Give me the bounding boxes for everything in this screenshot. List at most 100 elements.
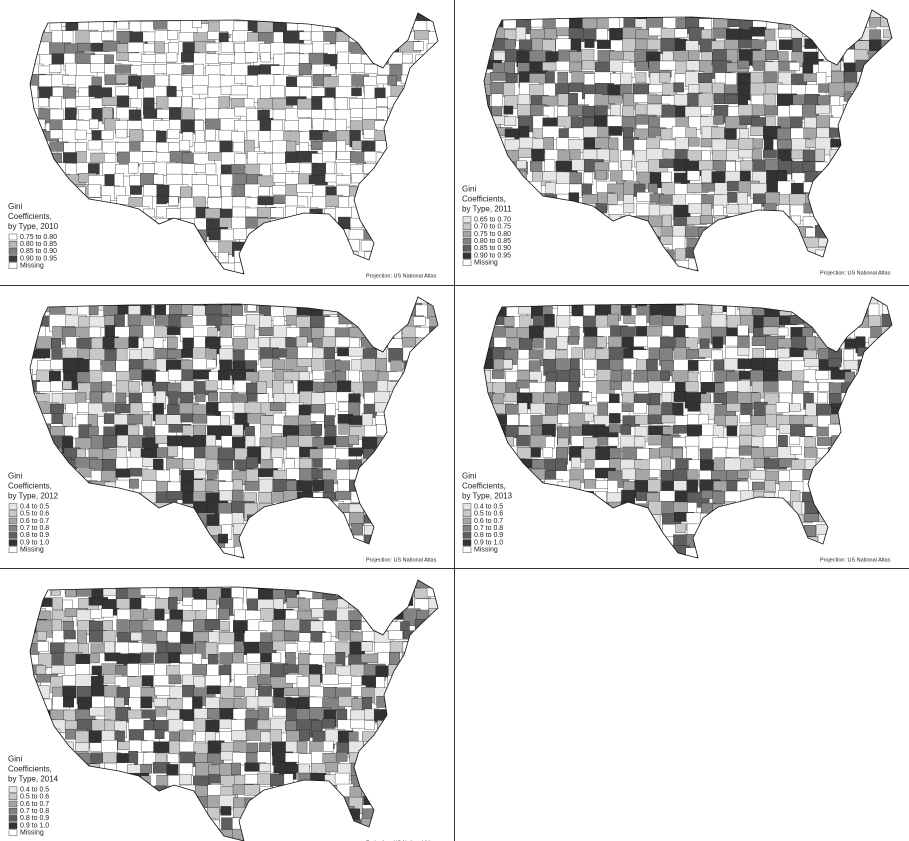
county — [298, 109, 313, 117]
county — [179, 763, 193, 776]
county — [51, 381, 63, 392]
legend-label: 0.80 to 0.85 — [474, 238, 511, 245]
county — [363, 349, 377, 360]
county — [76, 654, 90, 664]
county — [376, 677, 385, 688]
county — [258, 686, 271, 697]
legend-label: 0.5 to 0.6 — [20, 794, 49, 801]
county — [543, 83, 555, 96]
legend-title: Gini — [8, 472, 22, 481]
legend-label: 0.90 to 0.95 — [20, 255, 57, 262]
county — [63, 381, 72, 390]
county — [131, 98, 142, 108]
county — [193, 86, 208, 94]
legend-title: Gini — [462, 185, 476, 194]
county — [673, 403, 684, 416]
legend-swatch — [9, 234, 17, 240]
legend-label: 0.6 to 0.7 — [474, 518, 503, 525]
county — [365, 720, 375, 729]
county — [724, 381, 738, 392]
legend-swatch — [9, 256, 17, 262]
county — [701, 107, 712, 115]
legend-label: 0.8 to 0.9 — [474, 532, 503, 539]
county — [818, 96, 830, 105]
county — [676, 524, 686, 533]
county — [206, 720, 220, 732]
legend-title: by Type, 2012 — [8, 492, 59, 501]
legend-label: Missing — [20, 830, 44, 837]
county — [128, 86, 137, 98]
county — [116, 130, 127, 138]
county — [88, 163, 99, 174]
county — [272, 653, 281, 663]
county — [621, 370, 631, 383]
county — [101, 609, 113, 617]
county — [101, 32, 113, 41]
legend-label: 0.5 to 0.6 — [20, 511, 49, 518]
county — [245, 53, 257, 63]
legend-title: Gini — [8, 755, 22, 764]
legend-swatch — [9, 830, 17, 836]
county — [608, 95, 622, 103]
county — [635, 104, 646, 114]
county — [661, 172, 671, 182]
county — [75, 130, 86, 140]
county — [351, 88, 361, 96]
county — [804, 447, 816, 457]
county — [244, 785, 259, 796]
legend-swatch — [463, 231, 471, 237]
county — [271, 86, 285, 98]
county — [607, 116, 623, 127]
county — [789, 62, 799, 70]
county — [193, 405, 207, 416]
county — [143, 415, 152, 427]
legend-swatch — [463, 238, 471, 244]
county — [64, 665, 76, 675]
county — [141, 764, 152, 773]
county — [169, 197, 179, 206]
county — [141, 697, 152, 708]
legend-swatch — [463, 532, 471, 538]
county — [272, 186, 286, 195]
legend-swatch — [9, 808, 17, 814]
county — [222, 380, 233, 390]
county — [299, 63, 311, 75]
county — [154, 42, 164, 53]
legend-swatch — [9, 511, 17, 517]
county — [129, 479, 138, 488]
county — [738, 347, 749, 355]
county — [117, 435, 129, 447]
legend-swatch — [463, 511, 471, 517]
county — [246, 469, 258, 482]
county — [209, 775, 221, 784]
county — [195, 393, 205, 401]
county — [712, 350, 723, 361]
county — [208, 392, 218, 401]
county — [660, 491, 675, 502]
legend-swatch — [9, 241, 17, 247]
county — [142, 403, 152, 412]
legend-swatch — [463, 253, 471, 259]
county — [753, 139, 763, 149]
county — [764, 358, 779, 371]
county — [52, 653, 65, 667]
county — [219, 97, 230, 108]
county — [584, 479, 596, 488]
county — [285, 394, 300, 404]
county — [129, 381, 140, 391]
county — [205, 129, 216, 140]
county — [649, 437, 662, 445]
county — [569, 83, 584, 92]
county — [660, 72, 671, 82]
county — [583, 194, 600, 204]
county — [543, 447, 552, 457]
county — [64, 630, 76, 639]
county — [312, 424, 322, 435]
legend-swatch — [9, 263, 17, 269]
county — [205, 619, 220, 630]
county — [299, 32, 311, 40]
county — [206, 43, 219, 51]
county — [688, 51, 699, 61]
county — [129, 162, 139, 173]
county — [350, 152, 366, 164]
